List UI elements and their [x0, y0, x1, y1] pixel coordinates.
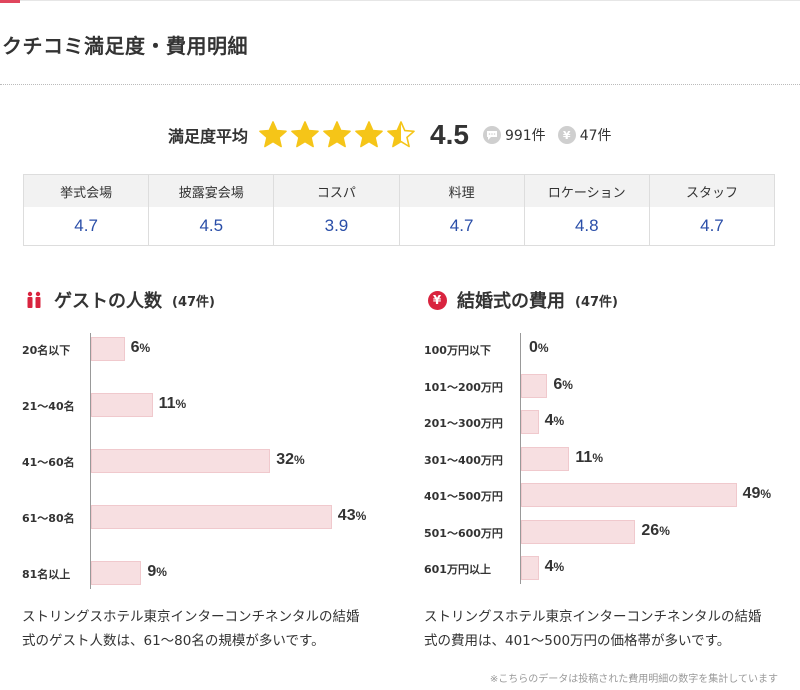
bar	[521, 446, 570, 471]
star-icon	[355, 121, 383, 148]
rating-stars	[258, 120, 418, 150]
guest-count-chart: 20名以下 6% 21〜40名 11% 41〜60名 32% 61〜80名 43% 81名以上 9…	[0, 333, 400, 593]
category-scores: 挙式会場 4.7 披露宴会場 4.5 コスパ 3.9 料理 4.7 ロケーション 4.8 …	[23, 174, 775, 246]
bar-value-label: 11%	[158, 395, 187, 412]
bar-value-label: 49%	[742, 485, 772, 502]
guest-chart-title: ゲストの人数 (47件)	[24, 287, 215, 313]
bar-value-label: 9%	[147, 563, 167, 580]
score-food: 料理 4.7	[399, 175, 525, 245]
category-label: 41〜60名	[22, 456, 75, 469]
bar-value-label: 6%	[553, 375, 573, 393]
average-rating: 4.5	[430, 119, 469, 150]
score-label: コスパ	[274, 175, 399, 207]
cost-chart-count: (47件)	[575, 294, 618, 310]
cost-count-text: 47件	[579, 128, 612, 144]
score-value: 3.9	[324, 216, 349, 235]
bar-value-label: 11%	[575, 448, 603, 466]
star-icon	[291, 121, 319, 148]
score-value: 4.5	[199, 216, 224, 235]
cost-description: ストリングスホテル東京インターコンチネンタルの結婚式の費用は、401〜500万円…	[424, 609, 762, 649]
section-title: クチコミ満足度・費用明細	[2, 34, 248, 58]
bar	[521, 556, 539, 580]
category-label: 81名以上	[22, 568, 71, 581]
score-staff: スタッフ 4.7	[649, 175, 775, 245]
bar-value-label: 4%	[544, 558, 565, 575]
star-icon	[387, 121, 415, 148]
category-label: 401〜500万円	[424, 490, 503, 503]
bar	[521, 410, 539, 434]
bar-value-label: 26%	[641, 521, 670, 539]
bar	[521, 483, 737, 507]
review-count-text: 991件	[504, 128, 546, 144]
data-note: ※こちらのデータは投稿された費用明細の数字を集計しています	[489, 674, 778, 685]
guest-chart-heading: ゲストの人数	[54, 291, 162, 312]
bar-value-label: 6%	[130, 339, 151, 356]
cost-chart: 100万円以下 0% 101〜200万円 6% 201〜300万円 4% 301〜400万円…	[400, 333, 800, 593]
bar	[91, 505, 332, 529]
chart-axis	[520, 333, 521, 584]
guest-chart-count: (47件)	[172, 294, 215, 310]
category-label: 61〜80名	[22, 512, 75, 525]
score-ceremony: 挙式会場 4.7	[24, 175, 150, 245]
category-label: 20名以下	[22, 344, 71, 357]
bar	[91, 337, 125, 361]
category-label: 301〜400万円	[424, 453, 503, 467]
top-accent-bar	[0, 0, 20, 3]
score-location: ロケーション 4.8	[524, 175, 650, 245]
star-icon	[259, 121, 287, 148]
score-cost-performance: コスパ 3.9	[274, 175, 400, 245]
bar	[91, 449, 271, 473]
score-value: 4.8	[574, 216, 599, 235]
score-label: ロケーション	[524, 175, 649, 207]
score-reception: 披露宴会場 4.5	[149, 175, 275, 245]
category-label: 601万円以上	[424, 563, 491, 576]
top-divider	[20, 0, 800, 1]
score-value: 4.7	[449, 216, 474, 235]
category-label: 501〜600万円	[424, 526, 503, 540]
bar	[91, 561, 142, 585]
yen-icon: ¥	[557, 126, 576, 144]
score-label: 料理	[399, 175, 524, 207]
category-label: 101〜200万円	[424, 380, 503, 394]
bar-value-label: 4%	[544, 412, 565, 429]
cost-chart-heading: 結婚式の費用	[457, 291, 565, 312]
score-label: スタッフ	[649, 175, 775, 207]
summary-label: 満足度平均	[168, 127, 249, 146]
yen-icon: ¥	[427, 290, 447, 310]
category-label: 100万円以下	[424, 344, 491, 357]
score-value: 4.7	[74, 216, 98, 235]
bar	[521, 373, 548, 398]
score-label: 挙式会場	[24, 175, 149, 207]
score-value: 4.7	[700, 216, 724, 235]
cost-chart-title: ¥ 結婚式の費用 (47件)	[427, 287, 618, 313]
bar	[521, 519, 636, 544]
cost-count[interactable]: ¥ 47件	[557, 125, 612, 145]
star-icon	[323, 121, 351, 148]
category-label: 201〜300万円	[424, 417, 503, 430]
bar-value-label: 0%	[529, 339, 549, 356]
score-label: 披露宴会場	[149, 175, 274, 207]
category-label: 21〜40名	[22, 400, 75, 413]
dotted-divider	[0, 84, 800, 85]
bar-value-label: 43%	[337, 507, 367, 524]
chart-axis	[90, 333, 91, 589]
satisfaction-summary: 満足度平均 4.5 991件 ¥ 47件	[168, 110, 624, 160]
bar	[91, 393, 153, 417]
guest-description: ストリングスホテル東京インターコンチネンタルの結婚式のゲスト人数は、61〜80名…	[22, 609, 360, 649]
bar-value-label: 32%	[276, 451, 305, 468]
speech-bubble-icon	[482, 126, 501, 144]
review-count[interactable]: 991件	[482, 125, 546, 145]
people-icon	[24, 290, 44, 310]
